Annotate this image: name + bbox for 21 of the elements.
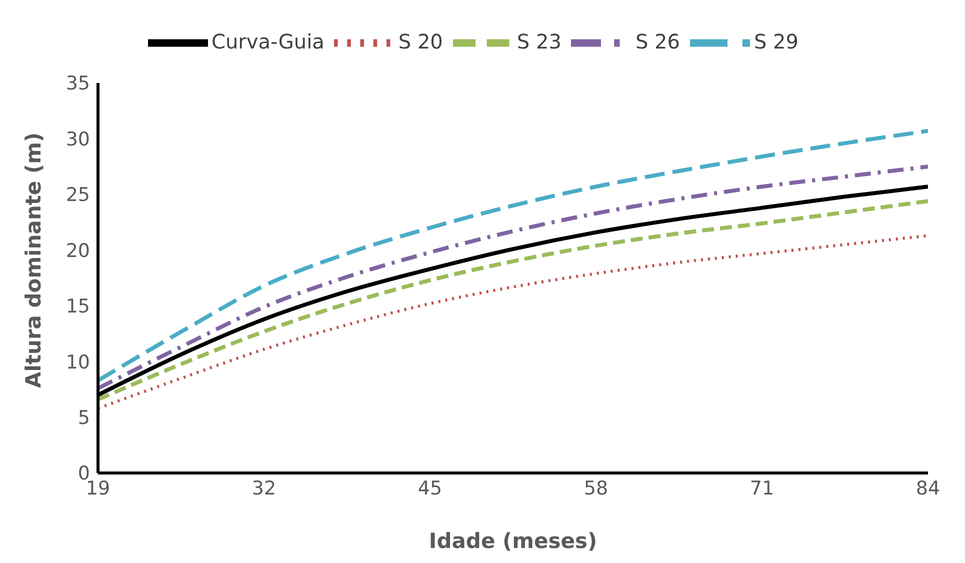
legend-label: S 29 [754,29,798,54]
y-tick-label: 5 [78,407,90,430]
y-tick-label: 15 [66,296,90,318]
y-tick-label: 35 [66,72,90,95]
y-tick-label: 10 [66,351,90,374]
legend-label: S 20 [398,29,443,54]
line-series [98,234,928,410]
x-tick-label: 71 [750,477,774,500]
y-tick-label: 20 [66,240,90,262]
x-axis-title: Idade (meses) [428,529,598,553]
y-tick-label: 30 [66,128,90,150]
y-axis-title: Altura dominante (m) [21,132,46,388]
x-tick-label: 45 [418,477,442,500]
x-tick-label: 58 [584,477,608,500]
legend-label: S 23 [516,29,562,54]
line-series [98,128,928,383]
y-tick-label: 25 [66,184,90,206]
x-tick-label: 32 [252,477,276,500]
legend-label: Curva-Guia [212,29,324,54]
legend-label: S 26 [635,29,680,54]
x-tick-label: 84 [916,477,940,500]
